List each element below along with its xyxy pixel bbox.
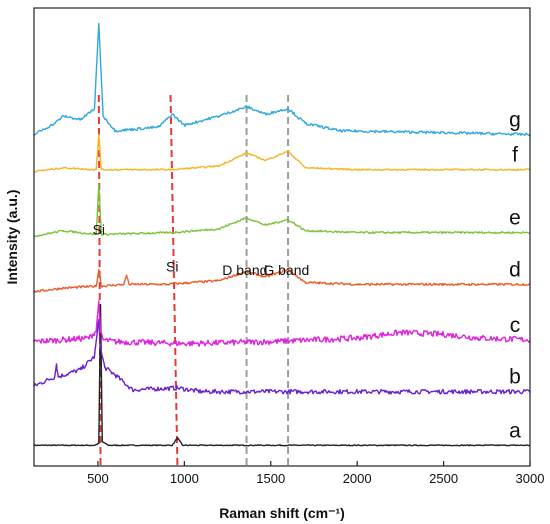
x-axis-title: Raman shift (cm⁻¹) xyxy=(219,505,345,521)
series-e-line xyxy=(33,183,531,238)
series-layer xyxy=(33,22,531,447)
x-tick-label-2000: 2000 xyxy=(343,471,372,486)
chart-text: 500 1000 1500 2000 2500 3000 Raman shift (cm⁻¹… xyxy=(4,109,544,522)
plot-frame xyxy=(33,7,531,467)
curve-label-b: b xyxy=(509,366,521,389)
curve-label-d: d xyxy=(509,258,521,281)
curve-label-a: a xyxy=(509,419,521,442)
x-tick-label-1500: 1500 xyxy=(256,471,285,486)
annotation-2: Si xyxy=(166,258,178,274)
curve-label-g: g xyxy=(509,109,521,132)
y-axis-title: Intensity (a.u.) xyxy=(4,190,20,285)
reference-line-2 xyxy=(169,94,179,467)
x-tick-label-1000: 1000 xyxy=(170,471,199,486)
series-g-line xyxy=(33,22,531,137)
series-d-line xyxy=(33,268,531,293)
series-c-line xyxy=(33,300,531,347)
series-b-line xyxy=(33,318,531,395)
x-tick-label-3000: 3000 xyxy=(516,471,545,486)
axes xyxy=(33,7,531,467)
annotation-3: D band xyxy=(222,262,267,278)
series-f-line xyxy=(33,133,531,173)
reference-line-1 xyxy=(97,94,102,467)
x-tick-label-2500: 2500 xyxy=(429,471,458,486)
curve-label-e: e xyxy=(509,207,521,230)
x-tick-label-500: 500 xyxy=(87,471,109,486)
reference-lines xyxy=(97,94,290,467)
curve-label-f: f xyxy=(512,144,518,167)
annotation-4: G band xyxy=(263,262,309,278)
series-a-line xyxy=(33,304,531,447)
curve-label-c: c xyxy=(510,314,521,337)
annotation-1: Si xyxy=(93,221,105,237)
